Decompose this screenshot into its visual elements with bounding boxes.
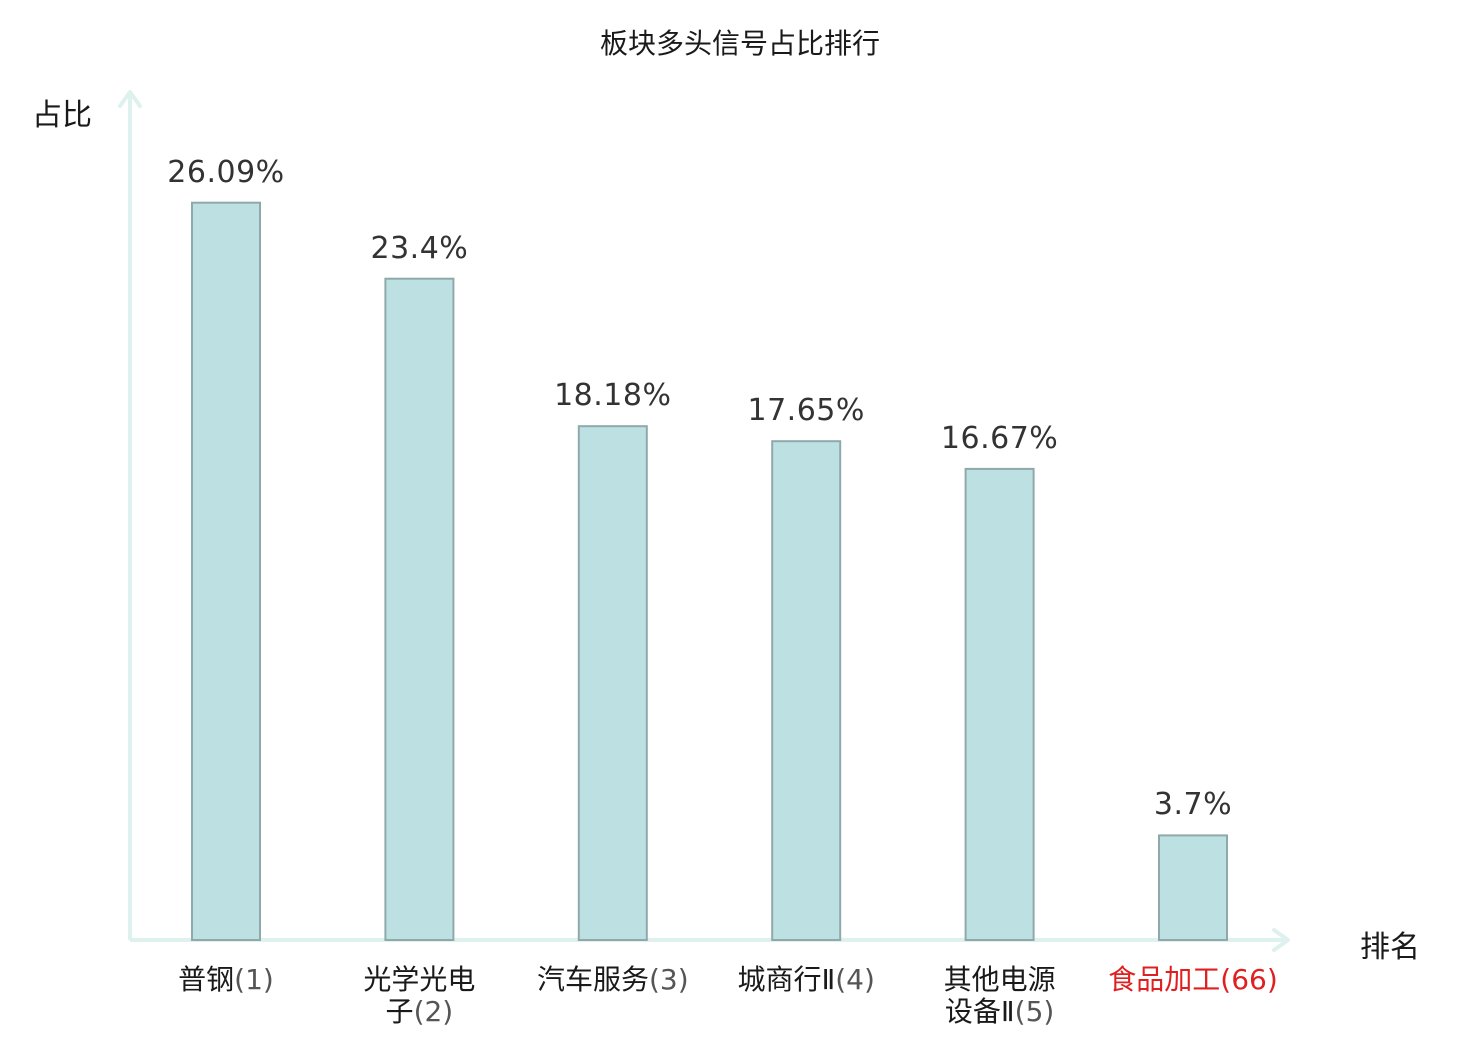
bar bbox=[577, 425, 648, 941]
x-axis-label: 排名 bbox=[1360, 930, 1420, 965]
x-tick-label: 光学光电 子(2) bbox=[329, 964, 509, 1028]
chart-title: 板块多头信号占比排行 bbox=[599, 27, 880, 60]
x-tick-label: 汽车服务(3) bbox=[503, 964, 723, 996]
bar-value-label: 26.09% bbox=[167, 154, 285, 190]
x-tick-label: 城商行Ⅱ(4) bbox=[696, 964, 916, 996]
x-tick-label-line: 其他电源 bbox=[943, 963, 1056, 996]
x-tick-label: 普钢(1) bbox=[136, 964, 316, 996]
x-tick-label-line: 设备Ⅱ(5) bbox=[944, 995, 1055, 1028]
bar bbox=[771, 440, 842, 941]
bar bbox=[1158, 834, 1228, 942]
x-tick-label: 食品加工(66) bbox=[1083, 964, 1303, 996]
x-tick-label-line: 汽车服务(3) bbox=[536, 963, 689, 996]
x-tick-label-line: 普钢(1) bbox=[178, 963, 274, 996]
x-axis-arrow-icon bbox=[1272, 928, 1290, 952]
bar bbox=[964, 467, 1035, 941]
bar-group bbox=[191, 201, 1228, 942]
bar-value-label: 3.7% bbox=[1153, 787, 1233, 823]
x-tick-label-line: 光学光电 bbox=[363, 963, 476, 996]
bar-value-label: 23.4% bbox=[370, 230, 469, 266]
x-tick-label: 其他电源 设备Ⅱ(5) bbox=[910, 964, 1090, 1028]
x-tick-label-line: 城商行Ⅱ(4) bbox=[737, 963, 875, 996]
bar-value-label: 16.67% bbox=[940, 420, 1059, 456]
x-tick-label-line: 子(2) bbox=[385, 995, 454, 1028]
bar bbox=[384, 277, 455, 941]
bar bbox=[191, 201, 261, 941]
x-tick-label-line: 食品加工(66) bbox=[1108, 963, 1278, 996]
y-axis-arrow-icon bbox=[118, 90, 142, 108]
bar-value-label: 18.18% bbox=[554, 378, 672, 414]
bar-value-label: 17.65% bbox=[747, 393, 865, 429]
y-axis-label: 占比 bbox=[32, 98, 92, 133]
axes bbox=[118, 90, 1290, 952]
